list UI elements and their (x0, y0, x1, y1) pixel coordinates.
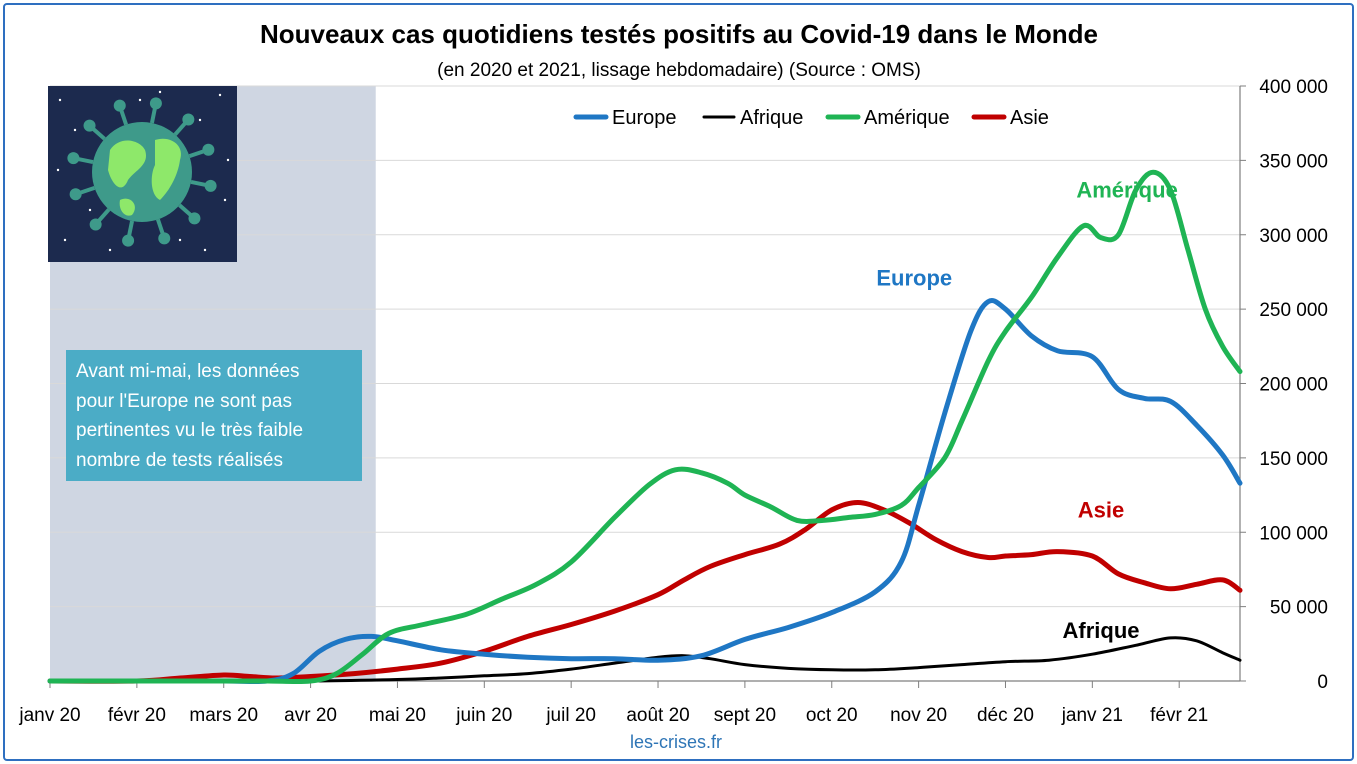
x-tick-label: août 20 (626, 705, 689, 726)
legend-label-amerique: Amérique (864, 107, 950, 129)
legend: Europe Afrique Amérique Asie (573, 107, 1049, 129)
axes: 0 50 000 100 000 150 000 200 000 250 000 300 0… (18, 77, 1328, 726)
series-annotations: Amérique Europe Asie Afrique (876, 178, 1177, 643)
y-tick-label: 350 000 (1259, 151, 1328, 172)
spike-tip (113, 99, 126, 112)
y-tick-label: 300 000 (1259, 226, 1328, 247)
star (226, 158, 230, 162)
legend-label-afrique: Afrique (740, 107, 803, 129)
star (108, 248, 112, 252)
spike-tip (122, 234, 135, 247)
note-box: Avant mi-mai, les données pour l'Europe … (66, 350, 362, 481)
note-line: nombre de tests réalisés (76, 449, 283, 471)
spike-tip (67, 152, 80, 165)
series-line-asie (47, 500, 1243, 684)
series-line-europe (47, 298, 1243, 685)
y-tick-label: 0 (1317, 672, 1328, 693)
chart-subtitle: (en 2020 et 2021, lissage hebdomadaire) … (437, 60, 921, 81)
continent (151, 138, 181, 200)
star (178, 238, 182, 242)
gridlines (50, 85, 1240, 608)
spike-tip (83, 119, 96, 132)
x-tick-label: janv 21 (1061, 705, 1123, 726)
annotation-europe: Europe (876, 265, 952, 290)
star (158, 90, 162, 94)
x-tick-label: mai 20 (369, 705, 426, 726)
star (63, 238, 67, 242)
continent (108, 140, 147, 188)
spike-tip (158, 232, 171, 245)
star (198, 118, 202, 122)
annotation-afrique: Afrique (1063, 618, 1140, 643)
star (58, 98, 62, 102)
series-line-afrique (48, 636, 1242, 683)
spike-tip (149, 97, 162, 110)
star (138, 98, 142, 102)
y-tick-label: 150 000 (1259, 449, 1328, 470)
source-label: les-crises.fr (630, 732, 722, 752)
x-tick-label: nov 20 (890, 705, 947, 726)
legend-label-asie: Asie (1010, 107, 1049, 129)
x-tick-label: févr 21 (1150, 705, 1208, 726)
x-tick-label: juin 20 (455, 705, 512, 726)
spike-tip (202, 143, 215, 156)
x-tick-label: déc 20 (977, 705, 1034, 726)
x-tick-label: janv 20 (18, 705, 80, 726)
note-line: pertinentes vu le très faible (76, 420, 304, 441)
star (218, 93, 222, 97)
star (223, 198, 227, 202)
x-tick-label: mars 20 (189, 705, 258, 726)
virus-earth-icon (48, 86, 237, 262)
x-tick-label: févr 20 (108, 705, 166, 726)
series-lines (47, 169, 1243, 685)
y-tick-label: 250 000 (1259, 300, 1328, 321)
annotation-asie: Asie (1078, 497, 1124, 522)
spike-tip (182, 113, 195, 126)
series-line-amerique (47, 169, 1243, 685)
annotation-amerique: Amérique (1076, 178, 1177, 203)
note-line: pour l'Europe ne sont pas (76, 390, 292, 412)
continent (119, 198, 135, 216)
spike-tip (69, 188, 82, 201)
spike-tip (204, 179, 217, 192)
spike-tip (188, 212, 201, 225)
y-tick-label: 200 000 (1259, 375, 1328, 396)
x-tick-label: sept 20 (714, 705, 776, 726)
y-tick-label: 50 000 (1270, 598, 1328, 619)
star (56, 168, 60, 172)
y-tick-label: 100 000 (1259, 523, 1328, 544)
star (203, 248, 207, 252)
star (88, 208, 92, 212)
y-tick-label: 400 000 (1259, 77, 1328, 98)
note-line: Avant mi-mai, les données (76, 361, 300, 382)
chart-title: Nouveaux cas quotidiens testés positifs … (260, 19, 1098, 49)
x-tick-label: juil 20 (545, 705, 596, 726)
spike-tip (89, 218, 102, 231)
star (73, 128, 77, 132)
x-tick-label: oct 20 (806, 705, 858, 726)
x-tick-label: avr 20 (284, 705, 337, 726)
legend-label-europe: Europe (612, 107, 677, 129)
